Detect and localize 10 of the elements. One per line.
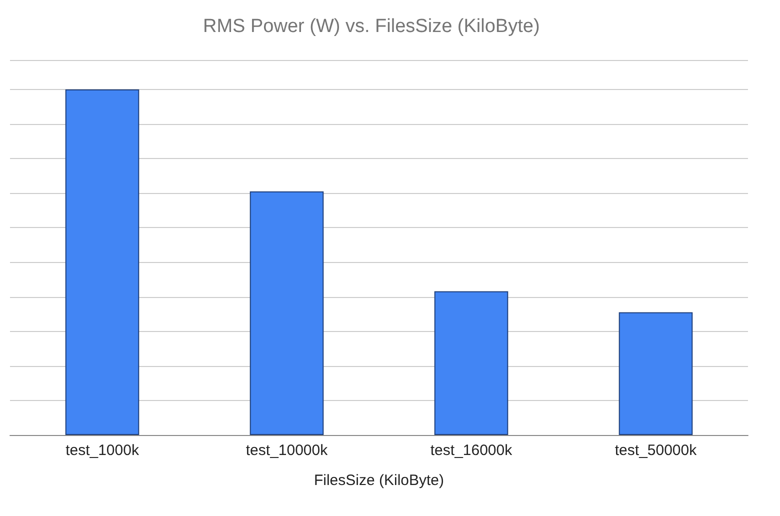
bar [250,191,324,435]
bar [65,89,140,435]
x-tick-label: test_50000k [614,442,698,459]
bar [434,291,508,435]
x-tick-label: test_1000k [66,442,140,459]
x-tick-label: test_16000k [430,442,513,459]
bar [618,312,693,435]
chart-title: RMS Power (W) vs. FilesSize (KiloByte) [203,16,540,37]
x-tick-label: test_10000k [246,442,328,459]
x-axis-title: FilesSize (KiloByte) [314,472,444,489]
